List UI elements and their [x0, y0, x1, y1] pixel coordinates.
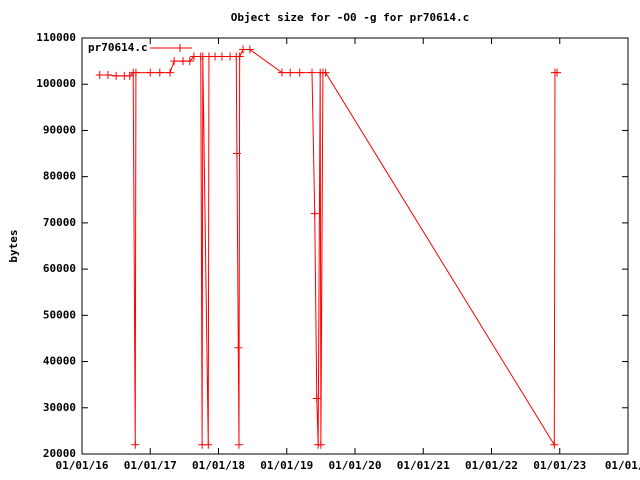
x-tick-label: 01/01/23 [533, 459, 586, 472]
point [112, 71, 121, 80]
point [103, 70, 112, 79]
point [185, 57, 194, 66]
point [310, 209, 319, 218]
y-tick-label: 60000 [43, 262, 76, 275]
y-tick-label: 20000 [43, 447, 76, 460]
y-tick-label: 30000 [43, 401, 76, 414]
point [312, 394, 321, 403]
y-tick-label: 40000 [43, 355, 76, 368]
y-tick-label: 90000 [43, 123, 76, 136]
legend-swatch [150, 44, 192, 52]
y-tick-label: 70000 [43, 216, 76, 229]
point [245, 45, 254, 54]
point [217, 52, 226, 61]
point [146, 68, 155, 77]
x-tick-label: 01/01/17 [124, 459, 177, 472]
point [295, 68, 304, 77]
plot-border [81, 37, 629, 455]
point [95, 70, 104, 79]
x-tick-label: 01/01/21 [397, 459, 450, 472]
point [211, 52, 220, 61]
point [232, 149, 241, 158]
x-tick-label: 01/01/2 [605, 459, 640, 472]
point [189, 52, 198, 61]
y-tick-label: 100000 [36, 77, 76, 90]
point [234, 343, 243, 352]
x-tick-label: 01/01/20 [329, 459, 382, 472]
point [131, 440, 140, 449]
point [316, 440, 325, 449]
x-tick-label: 01/01/19 [260, 459, 313, 472]
point [277, 68, 286, 77]
y-tick-label: 110000 [36, 31, 76, 44]
y-axis-label: bytes [7, 229, 20, 262]
point [321, 68, 330, 77]
point [550, 440, 559, 449]
point [308, 68, 317, 77]
x-tick-label: 01/01/18 [192, 459, 245, 472]
point [235, 52, 244, 61]
x-tick-label: 01/01/16 [56, 459, 109, 472]
point [553, 68, 562, 77]
y-tick-label: 50000 [43, 308, 76, 321]
chart-title: Object size for -O0 -g for pr70614.c [231, 11, 469, 24]
point [179, 57, 188, 66]
point [204, 440, 213, 449]
data-line [99, 49, 558, 447]
y-tick-label: 80000 [43, 170, 76, 183]
point [155, 68, 164, 77]
point [166, 68, 175, 77]
point [170, 57, 179, 66]
legend-label: pr70614.c [88, 41, 148, 54]
point [286, 68, 295, 77]
point [239, 45, 248, 54]
point [131, 68, 140, 77]
x-tick-label: 01/01/22 [465, 459, 518, 472]
point [125, 71, 134, 80]
point [234, 440, 243, 449]
